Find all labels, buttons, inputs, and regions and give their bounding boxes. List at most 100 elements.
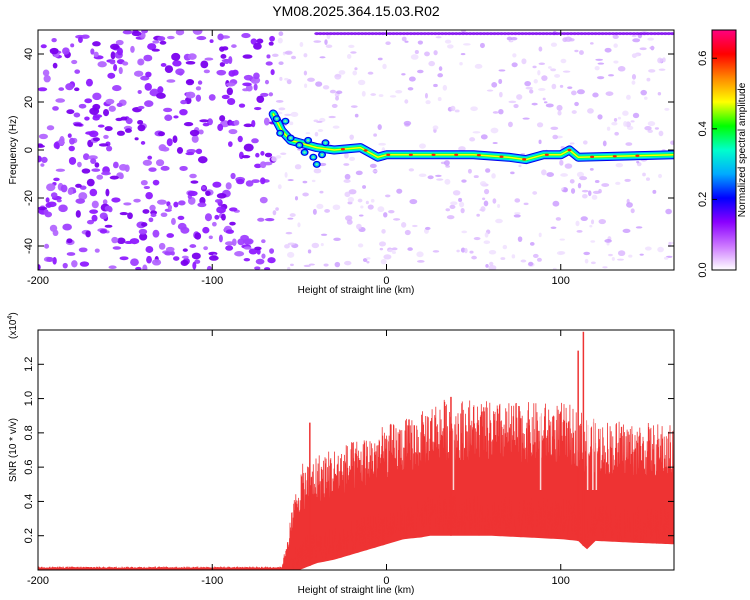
spectrogram-noise-speck xyxy=(607,74,615,77)
spectrogram-noise-speck xyxy=(180,259,189,267)
spectrogram-noise-speck xyxy=(147,155,153,160)
spectrogram-top-band-speck xyxy=(373,32,379,36)
spectrogram-noise-speck xyxy=(101,171,111,176)
spectrogram-noise-speck xyxy=(446,215,455,220)
spectrogram-noise-speck xyxy=(160,63,167,67)
spectrogram-noise-speck xyxy=(595,58,604,61)
spectrogram-noise-speck xyxy=(552,134,559,140)
spectrogram-noise-speck xyxy=(183,121,194,127)
colorbar-tick-label: 0.4 xyxy=(697,121,709,136)
spectrogram-noise-speck xyxy=(111,236,119,244)
spectrogram-noise-speck xyxy=(85,78,93,87)
spectrogram-top-band-speck xyxy=(387,32,393,36)
spectrogram-top-band-speck xyxy=(631,32,637,36)
spectrogram-noise-speck xyxy=(546,172,555,177)
spectrogram-noise-speck xyxy=(502,244,508,250)
spectrogram-noise-speck xyxy=(219,62,226,67)
spectrogram-noise-speck xyxy=(313,40,322,43)
spectrogram-noise-speck xyxy=(314,131,319,137)
spectrogram-noise-speck xyxy=(354,113,359,118)
colorbar-bar xyxy=(711,29,737,271)
spectrogram-noise-speck xyxy=(38,264,41,270)
spectrogram-noise-speck xyxy=(450,105,456,112)
spectrogram-noise-speck xyxy=(538,232,542,238)
spectrogram-noise-speck xyxy=(506,36,513,41)
spectrogram-noise-speck xyxy=(156,92,166,99)
spectrogram-noise-speck xyxy=(545,103,554,108)
spectrogram-noise-speck xyxy=(454,109,460,113)
spectrogram-noise-speck xyxy=(172,135,178,143)
spectrogram-top-band-speck xyxy=(652,32,658,36)
spectrogram-noise-speck xyxy=(622,110,629,116)
snr-dropout xyxy=(595,370,598,490)
spectrogram-noise-speck xyxy=(319,56,326,59)
spectrogram-noise-speck xyxy=(74,87,80,92)
spectrogram-noise-speck xyxy=(492,141,498,145)
snr-y-tick-label: 1.0 xyxy=(23,391,35,406)
spectrogram-noise-speck xyxy=(53,177,60,182)
spectrogram-top-band-speck xyxy=(464,32,470,36)
spectrogram-noise-speck xyxy=(401,73,406,76)
spectrogram-noise-speck xyxy=(60,184,68,193)
spectrogram-noise-speck xyxy=(214,199,221,203)
spectrogram-noise-speck xyxy=(370,93,377,96)
spectrogram-track-peak xyxy=(522,158,527,161)
spectrogram-noise-speck xyxy=(209,39,214,43)
spectrogram-noise-speck xyxy=(217,123,224,132)
spectrogram-top-band-speck xyxy=(342,32,348,36)
spectrogram-top-band-speck xyxy=(352,32,358,36)
spectrogram-noise-speck xyxy=(491,173,496,179)
spectrogram-noise-speck xyxy=(62,47,70,55)
spectrogram-noise-speck xyxy=(570,188,576,194)
spectrogram-noise-speck xyxy=(594,65,600,71)
spectrogram-track-peak xyxy=(408,153,413,156)
spectrogram-noise-speck xyxy=(92,92,102,101)
spectrogram-noise-speck xyxy=(55,168,66,172)
spectrogram-track-peak xyxy=(363,149,368,152)
spectrogram-noise-speck xyxy=(110,43,120,50)
spectrogram-noise-speck xyxy=(325,44,333,48)
spectrogram-noise-speck xyxy=(140,141,146,145)
spectrogram-top-band-speck xyxy=(345,32,351,36)
spectrogram-noise-speck xyxy=(338,70,346,75)
spectrogram-noise-speck xyxy=(583,251,591,256)
spectrogram-noise-speck xyxy=(196,36,207,41)
spectrogram-noise-speck xyxy=(559,238,565,241)
spectrogram-noise-speck xyxy=(137,58,145,66)
spectrogram-top-band-speck xyxy=(610,32,616,36)
spectrogram-noise-speck xyxy=(366,257,371,260)
spectrogram-noise-speck xyxy=(284,171,288,178)
spectrogram-noise-speck xyxy=(388,209,395,214)
spectrogram-noise-speck xyxy=(644,96,648,100)
spectrogram-noise-speck xyxy=(78,103,87,109)
spectrogram-noise-speck xyxy=(483,240,491,245)
spectrogram-top-band-speck xyxy=(471,32,477,36)
spectrogram-noise-speck xyxy=(362,258,368,263)
spectrogram-noise-speck xyxy=(151,48,160,52)
spectrogram-noise-speck xyxy=(228,128,238,135)
spectrogram-top-band-speck xyxy=(547,32,553,36)
spectrogram-noise-speck xyxy=(631,74,637,80)
spectrogram-noise-speck xyxy=(510,36,518,41)
spectrogram-noise-speck xyxy=(358,214,364,217)
spectrogram-noise-speck xyxy=(248,248,258,255)
spectrogram-onset-blob-core xyxy=(315,163,318,166)
spectrogram-noise-speck xyxy=(644,246,652,251)
spectrogram-noise-speck xyxy=(108,265,117,270)
spectrogram-top-band-speck xyxy=(498,32,504,36)
colorbar-ticks: 0.0 0.2 0.4 0.6 xyxy=(697,51,717,278)
spectrogram-noise-speck xyxy=(587,108,594,114)
spectrogram-noise-speck xyxy=(86,219,95,225)
spectrogram-top-band-speck xyxy=(634,32,640,36)
spectrogram-noise-speck xyxy=(237,135,243,143)
snr-y-ticks: 0.2 0.4 0.6 0.8 1.0 1.2 xyxy=(23,357,674,543)
spectrogram-noise-speck xyxy=(305,132,311,135)
snr-y-multiplier-close: ) xyxy=(8,312,19,315)
spectrogram-noise-speck xyxy=(571,110,577,114)
spectrogram-noise-speck xyxy=(221,213,226,221)
spectrogram-noise-speck xyxy=(311,242,320,249)
spectrogram-noise-speck xyxy=(444,178,451,185)
spectrogram-noise-speck xyxy=(127,212,133,220)
spectrogram-noise-speck xyxy=(597,114,603,120)
spectrogram-noise-speck xyxy=(219,115,226,122)
